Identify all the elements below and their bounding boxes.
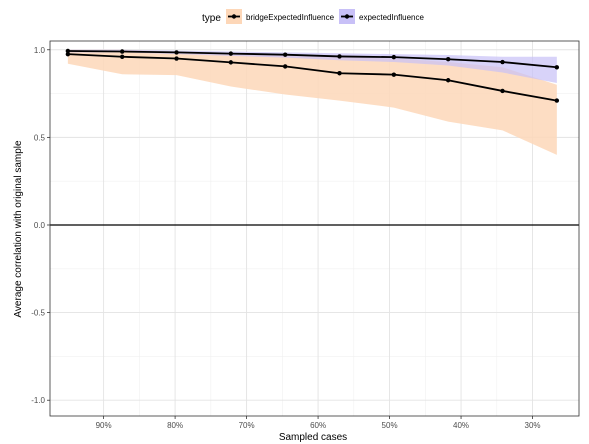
data-point-expected-influence — [228, 51, 234, 56]
x-tick-label: 30% — [525, 421, 541, 430]
legend-title: type — [202, 13, 221, 24]
series-lines — [67, 50, 557, 102]
y-tick-label: -0.5 — [31, 309, 45, 318]
data-point-bridge-expected-influence — [391, 72, 397, 77]
series-line-bridge-expected-influence — [67, 53, 557, 102]
y-tick-label: 0.5 — [34, 133, 46, 142]
y-tick-label: 0.0 — [34, 221, 46, 230]
data-point-expected-influence — [120, 49, 125, 54]
data-point-expected-influence — [554, 65, 560, 70]
x-tick-label: 40% — [453, 421, 469, 430]
series-line-expected-influence — [67, 50, 557, 69]
data-point-bridge-expected-influence — [120, 54, 125, 59]
data-point-bridge-expected-influence — [65, 51, 71, 57]
legend: type bridgeExpectedInfluence expectedInf… — [202, 9, 424, 24]
x-axis-title: Sampled cases — [279, 432, 347, 443]
y-tick-label: -1.0 — [31, 396, 45, 405]
x-tick-label: 60% — [310, 421, 326, 430]
data-point-bridge-expected-influence — [174, 56, 179, 61]
plot-panel-border — [49, 40, 580, 417]
data-point-bridge-expected-influence — [282, 64, 288, 69]
data-point-bridge-expected-influence — [500, 88, 505, 94]
data-point-bridge-expected-influence — [554, 98, 560, 103]
x-tick-label: 90% — [96, 421, 112, 430]
data-point-expected-influence — [337, 54, 342, 59]
series-points — [65, 48, 560, 103]
x-tick-label: 50% — [382, 421, 398, 430]
data-point-bridge-expected-influence — [445, 78, 451, 83]
legend-key-bridge-expected-influence — [226, 9, 242, 24]
x-tick-label: 70% — [239, 421, 255, 430]
x-tick-label: 80% — [167, 421, 183, 430]
data-point-expected-influence — [65, 48, 71, 54]
y-tick-label: 1.0 — [34, 46, 46, 55]
legend-label-expected-influence: expectedInfluence — [359, 13, 424, 22]
data-point-expected-influence — [500, 59, 505, 65]
y-axis-ticks: -1.0 -0.5 0.0 0.5 1.0 — [31, 46, 50, 405]
grid — [50, 41, 579, 416]
data-point-expected-influence — [282, 52, 288, 57]
legend-key-expected-influence — [339, 9, 355, 24]
data-point-bridge-expected-influence — [228, 60, 234, 65]
data-point-expected-influence — [391, 54, 397, 60]
x-axis-ticks: 90% 80% 70% 60% 50% 40% 30% — [96, 416, 541, 430]
y-axis-title: Average correlation with original sample — [13, 140, 24, 318]
data-point-expected-influence — [445, 57, 451, 62]
ribbon-bridge-expected-influence — [67, 49, 557, 155]
data-point-bridge-expected-influence — [337, 71, 342, 76]
legend-label-bridge-expected-influence: bridgeExpectedInfluence — [246, 13, 335, 22]
data-point-expected-influence — [174, 50, 179, 55]
